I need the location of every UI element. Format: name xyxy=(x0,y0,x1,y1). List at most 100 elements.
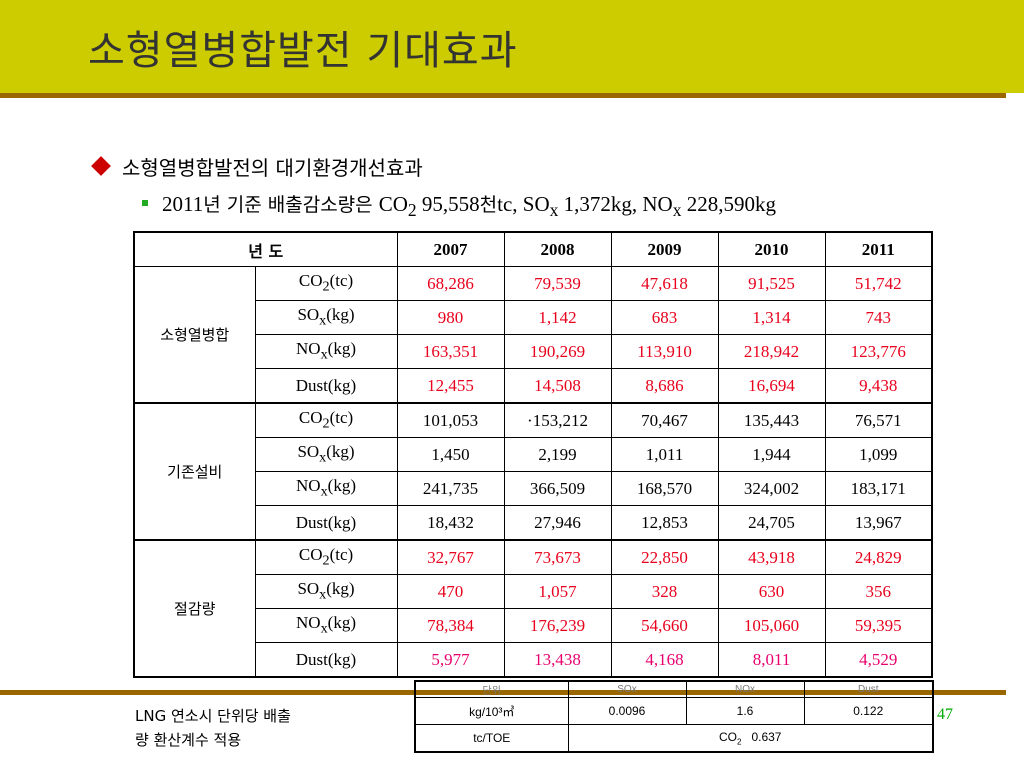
header-year: 2008 xyxy=(503,231,612,267)
value-cell: 1,450 xyxy=(396,437,505,472)
value-cell: 1,099 xyxy=(824,437,933,472)
value-cell: 630 xyxy=(717,574,826,609)
b2-nox-sub: x xyxy=(672,200,682,221)
value-cell: 743 xyxy=(824,300,933,335)
value-cell: 176,239 xyxy=(503,608,612,643)
value-cell: 5,977 xyxy=(396,642,505,678)
pollutant-subscript: x xyxy=(320,346,328,363)
pollutant-unit: (kg) xyxy=(327,476,356,496)
table-row: SOx(kg) 470 1,057 328 630 356 xyxy=(134,574,933,609)
pollutant-label: SOx(kg) xyxy=(254,574,398,609)
value-cell: 47,618 xyxy=(610,266,719,301)
pollutant-label: Dust(kg) xyxy=(254,505,398,541)
factor-cell: 0.122 xyxy=(803,697,934,725)
factor-co2: CO xyxy=(719,729,737,744)
factor-header-cell: SOx xyxy=(567,680,687,698)
table-body: 소형열병합 CO2(tc) 68,286 79,539 47,618 91,525 51,7… xyxy=(133,266,933,678)
pollutant-name: Dust(kg) xyxy=(295,512,357,532)
value-cell: 51,742 xyxy=(824,266,933,301)
value-cell: 168,570 xyxy=(610,471,719,506)
pollutant-subscript: 2 xyxy=(322,278,330,295)
value-cell: 8,686 xyxy=(610,368,719,404)
value-cell: 73,673 xyxy=(503,539,612,575)
header-year: 2011 xyxy=(824,231,933,267)
factor-co2-val: 0.637 xyxy=(741,729,782,744)
value-cell: 123,776 xyxy=(824,334,933,369)
header-year-label: 년 도 xyxy=(133,231,398,267)
value-cell: 59,395 xyxy=(824,608,933,643)
value-cell: 13,438 xyxy=(503,642,612,678)
bullet-level1-text: 소형열병합발전의 대기환경개선효과 xyxy=(122,156,423,180)
value-cell: 183,171 xyxy=(824,471,933,506)
factor-cell: 1.6 xyxy=(685,697,805,725)
value-cell: 1,142 xyxy=(503,300,612,335)
value-cell: 43,918 xyxy=(717,539,826,575)
value-cell: 4,168 xyxy=(610,642,719,678)
bullet-level1: 소형열병합발전의 대기환경개선효과 xyxy=(91,152,423,181)
value-cell: 18,432 xyxy=(396,505,505,541)
pollutant-subscript: x xyxy=(319,586,327,603)
table-row: 소형열병합 CO2(tc) 68,286 79,539 47,618 91,525 51,7… xyxy=(133,266,933,404)
footnote-line1: LNG 연소시 단위당 배출 xyxy=(135,707,291,725)
value-cell: 54,660 xyxy=(610,608,719,643)
pollutant-name: SO xyxy=(297,305,320,325)
pollutant-unit: (kg) xyxy=(326,305,355,325)
factor-header-row: 단위 SOx NOx Dust xyxy=(414,680,934,698)
pollutant-name: NO xyxy=(296,476,321,496)
pollutant-name: SO xyxy=(297,442,320,462)
table-row: NOx(kg) 241,735 366,509 168,570 324,002 183,1… xyxy=(134,471,933,506)
pollutant-subscript: 2 xyxy=(322,552,330,569)
b2-co2: CO xyxy=(378,192,408,216)
pollutant-name: SO xyxy=(297,579,320,599)
header-year: 2010 xyxy=(717,231,826,267)
group-label: 소형열병합 xyxy=(133,266,256,404)
value-cell: 12,853 xyxy=(610,505,719,541)
pollutant-label: SOx(kg) xyxy=(254,437,398,472)
value-cell: 1,944 xyxy=(717,437,826,472)
title-band xyxy=(0,0,1024,93)
value-cell: 78,384 xyxy=(396,608,505,643)
factor-cell: 0.0096 xyxy=(567,697,687,725)
value-cell: 683 xyxy=(610,300,719,335)
factor-table: 단위 SOx NOx Dust kg/10³㎥ 0.0096 1.6 0.122… xyxy=(414,680,934,753)
value-cell: 190,269 xyxy=(503,334,612,369)
value-cell: ·153,212 xyxy=(503,402,612,438)
footnote-line2: 량 환산계수 적용 xyxy=(135,731,242,749)
factor-co2-sub: 2 xyxy=(737,737,742,747)
value-cell: 2,199 xyxy=(503,437,612,472)
group-label: 기존설비 xyxy=(133,402,256,541)
table-row: NOx(kg) 163,351 190,269 113,910 218,942 123,7… xyxy=(134,334,933,369)
value-cell: 32,767 xyxy=(396,539,505,575)
b2-rest3: 228,590kg xyxy=(681,192,776,216)
table-row: Dust(kg) 12,455 14,508 8,686 16,694 9,438 xyxy=(134,368,933,404)
b2-sox-sub: x xyxy=(549,200,559,221)
emissions-table: 년 도 2007 2008 2009 2010 2011 소형열병합 CO2(tc… xyxy=(133,231,934,678)
value-cell: 356 xyxy=(824,574,933,609)
table-row: 기존설비 CO2(tc) 101,053·153,212 70,467 135,443 7… xyxy=(133,402,933,541)
value-cell: 328 xyxy=(610,574,719,609)
factor-header-cell: NOx xyxy=(685,680,805,698)
factor-header-cell: Dust xyxy=(803,680,934,698)
pollutant-label: Dust(kg) xyxy=(254,368,398,404)
factor-header-cell: 단위 xyxy=(414,680,569,698)
value-cell: 163,351 xyxy=(396,334,505,369)
value-cell: 113,910 xyxy=(610,334,719,369)
table-row: Dust(kg) 5,977 13,438 4,168 8,011 4,529 xyxy=(134,642,933,678)
header-year: 2009 xyxy=(610,231,719,267)
b2-rest1: tc, SO xyxy=(497,192,550,216)
pollutant-label: CO2(tc) xyxy=(254,539,398,575)
value-cell: 1,057 xyxy=(503,574,612,609)
top-rule xyxy=(0,93,1006,98)
pollutant-label: NOx(kg) xyxy=(254,471,398,506)
pollutant-unit: (tc) xyxy=(329,545,354,565)
table-header-row: 년 도 2007 2008 2009 2010 2011 xyxy=(133,231,933,267)
table-row: 절감량 CO2(tc) 32,767 73,673 22,850 43,918 24,829 xyxy=(133,539,933,678)
factor-row: tc/TOE CO2 0.637 xyxy=(414,724,934,753)
value-cell: 218,942 xyxy=(717,334,826,369)
value-cell: 14,508 xyxy=(503,368,612,404)
pollutant-name: NO xyxy=(296,339,321,359)
pollutant-subscript: x xyxy=(319,312,327,329)
pollutant-label: Dust(kg) xyxy=(254,642,398,678)
pollutant-label: CO2(tc) xyxy=(254,266,398,301)
value-cell: 1,011 xyxy=(610,437,719,472)
